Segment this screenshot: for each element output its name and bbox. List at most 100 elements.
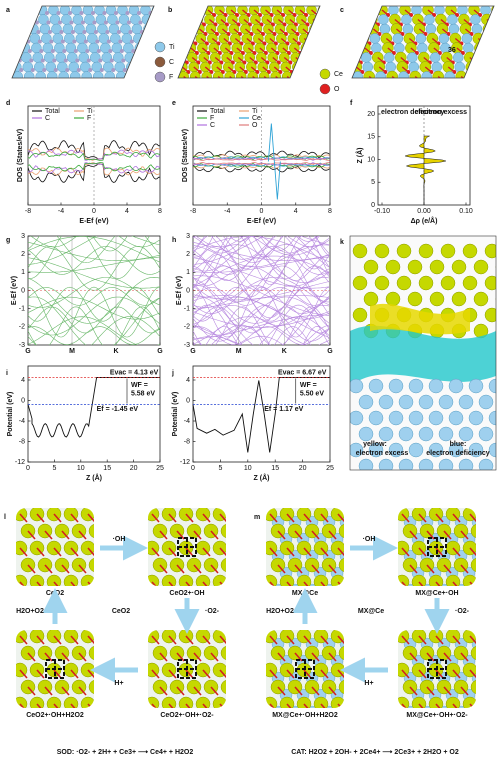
bond [275, 75, 283, 78]
atom [454, 61, 466, 73]
atom [448, 410, 464, 426]
atom [95, 39, 100, 44]
atom [151, 30, 154, 34]
atom [257, 80, 261, 84]
atom [350, 80, 354, 84]
atom [49, 39, 54, 44]
atom [46, 71, 58, 78]
x-tick-label: 10 [244, 465, 252, 472]
atom [40, 58, 45, 63]
y-tick-label: 1 [21, 269, 25, 276]
atom [428, 378, 444, 394]
atom [408, 442, 424, 458]
bond [193, 652, 202, 662]
atom [99, 68, 104, 72]
x-tick-label: 5 [52, 465, 56, 472]
atom [338, 645, 344, 661]
bond [336, 20, 342, 25]
atom [271, 583, 285, 586]
bond [409, 564, 418, 574]
band [193, 304, 330, 342]
bond [286, 75, 294, 78]
atom [27, 49, 32, 53]
atom [361, 52, 372, 63]
atom [398, 458, 414, 470]
atom [330, 32, 334, 36]
atom [321, 51, 325, 55]
atom [220, 557, 226, 573]
atom [115, 20, 120, 25]
band [193, 236, 320, 279]
x-tick-label: K [113, 348, 118, 355]
atom [484, 307, 496, 323]
bond [252, 75, 260, 78]
atom [314, 80, 318, 84]
bond [185, 513, 194, 523]
bond [435, 513, 444, 523]
x-tick-label: G [327, 348, 333, 355]
bond [193, 564, 202, 574]
atom [331, 42, 335, 46]
dos-curve [193, 163, 330, 169]
clip-group [193, 123, 330, 200]
atom [428, 410, 444, 426]
atom [330, 5, 340, 15]
clip-group [350, 6, 494, 84]
atom [408, 61, 420, 73]
atom [73, 49, 78, 53]
bond [320, 635, 329, 645]
atom [126, 61, 137, 73]
atom [350, 410, 364, 426]
atom [268, 80, 272, 84]
bond [185, 581, 194, 586]
atom [88, 679, 94, 695]
band [131, 236, 160, 246]
atom [88, 557, 94, 573]
panel-label: b [168, 7, 172, 14]
cell-outline [11, 5, 155, 79]
atom [407, 52, 418, 63]
y-tick-label: -8 [19, 438, 25, 445]
bond [277, 652, 286, 662]
atom [25, 6, 36, 16]
bond [303, 581, 312, 586]
atom [141, 39, 146, 44]
band [28, 236, 128, 252]
bond [328, 530, 337, 540]
atom [102, 11, 107, 15]
atom [408, 378, 424, 394]
band [193, 254, 330, 297]
band [193, 304, 330, 345]
atom [164, 40, 168, 44]
bond [320, 703, 329, 708]
bond [337, 703, 344, 708]
atom [220, 523, 226, 539]
bond [269, 547, 278, 557]
bond [443, 652, 452, 662]
atom [348, 689, 360, 701]
bond [27, 652, 36, 662]
bond [401, 669, 410, 679]
legend-label: Total [45, 108, 60, 115]
bond [311, 530, 320, 540]
legend-label: Ti [87, 108, 93, 115]
atom [35, 71, 46, 78]
cell-outline [351, 5, 495, 79]
atom [350, 442, 364, 458]
band [228, 236, 319, 242]
bond [36, 669, 45, 679]
panel-label: a [6, 7, 10, 14]
legend-label: C [169, 59, 174, 66]
atom [438, 394, 454, 410]
x-tick-label: 0 [260, 208, 264, 215]
atom [363, 259, 379, 275]
atom [352, 52, 361, 63]
atom [144, 33, 154, 44]
atom [398, 71, 409, 78]
bond [36, 513, 45, 523]
bond [460, 564, 469, 574]
bond [44, 564, 53, 574]
clip-group [16, 508, 94, 586]
atom [407, 259, 423, 275]
bond [61, 686, 70, 696]
